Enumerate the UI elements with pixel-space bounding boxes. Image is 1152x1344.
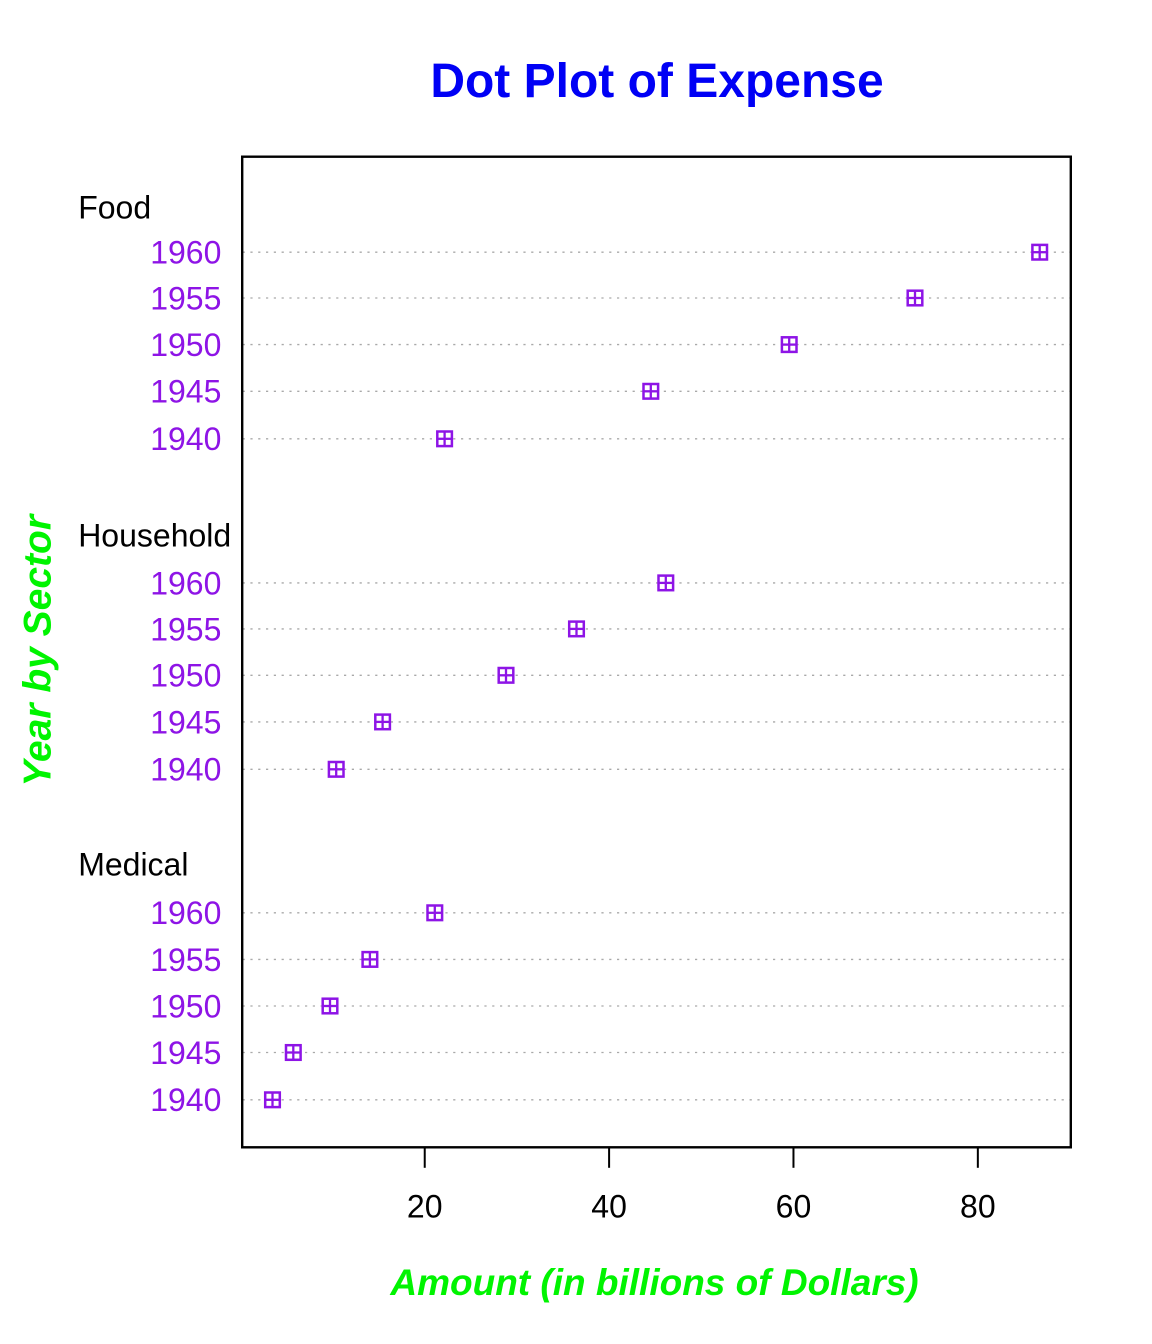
svg-text:1940: 1940 (150, 1082, 221, 1118)
svg-text:1945: 1945 (150, 1035, 221, 1071)
svg-text:1955: 1955 (150, 611, 221, 647)
svg-text:1960: 1960 (150, 565, 221, 601)
svg-text:1940: 1940 (150, 421, 221, 457)
svg-text:80: 80 (960, 1189, 996, 1225)
svg-text:Food: Food (78, 190, 151, 226)
svg-text:Dot Plot of Expense: Dot Plot of Expense (430, 55, 883, 108)
svg-text:1950: 1950 (150, 327, 221, 363)
svg-text:40: 40 (591, 1189, 627, 1225)
svg-text:1960: 1960 (150, 235, 221, 271)
svg-text:Medical: Medical (78, 847, 188, 883)
svg-text:60: 60 (776, 1189, 812, 1225)
svg-text:1950: 1950 (150, 988, 221, 1024)
svg-text:1940: 1940 (150, 752, 221, 788)
svg-text:Household: Household (78, 518, 231, 554)
svg-text:1945: 1945 (150, 374, 221, 410)
svg-text:Amount (in billions of Dollars: Amount (in billions of Dollars) (389, 1262, 918, 1303)
svg-text:20: 20 (407, 1189, 443, 1225)
svg-text:Year by Sector: Year by Sector (17, 513, 60, 787)
svg-text:1955: 1955 (150, 280, 221, 316)
svg-text:1950: 1950 (150, 658, 221, 694)
svg-text:1945: 1945 (150, 704, 221, 740)
svg-text:1960: 1960 (150, 895, 221, 931)
svg-text:1955: 1955 (150, 942, 221, 978)
